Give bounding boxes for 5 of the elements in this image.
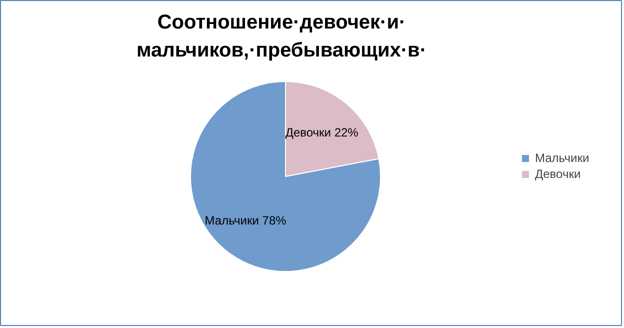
data-label: Мальчики 78%: [204, 213, 287, 228]
data-label: Девочки 22%: [285, 126, 359, 140]
legend-label: Девочки: [535, 167, 581, 181]
legend-label: Мальчики: [535, 151, 590, 165]
chart-title: Соотношение·девочек·и· мальчиков,·пребывающих·в·: [136, 12, 427, 62]
